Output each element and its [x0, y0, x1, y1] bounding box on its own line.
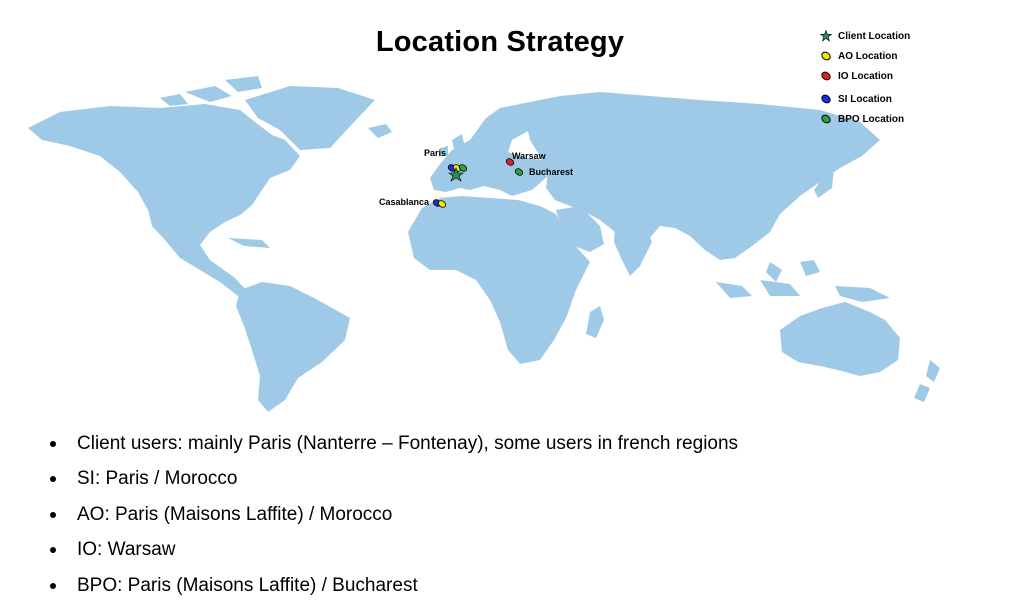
pin-icon [818, 69, 834, 83]
bullet-icon [50, 511, 56, 518]
bullet-text: SI: Paris / Morocco [77, 468, 238, 490]
legend-item-client: Client Location [818, 26, 910, 46]
bullet-text: BPO: Paris (Maisons Laffite) / Bucharest [77, 574, 418, 596]
city-label-paris: Paris [424, 148, 447, 158]
india [614, 226, 652, 276]
greenland [245, 86, 375, 150]
uk-ireland [440, 134, 466, 158]
warsaw-markers [505, 158, 515, 166]
list-item: AO: Paris (Maisons Laffite) / Morocco [50, 497, 738, 533]
iceland [368, 124, 392, 138]
legend-item-io: IO Location [818, 66, 910, 86]
star-icon [818, 30, 834, 42]
bucharest-markers [514, 168, 524, 176]
casablanca-markers [432, 199, 447, 208]
new-zealand [914, 360, 940, 402]
list-item: IO: Warsaw [50, 533, 738, 569]
pin-icon [818, 112, 834, 126]
bullet-text: Client users: mainly Paris (Nanterre – F… [77, 432, 739, 454]
legend-label: SI Location [838, 93, 892, 105]
legend-label: BPO Location [838, 113, 905, 125]
arctic-islands [160, 76, 262, 106]
bullet-icon [50, 582, 56, 589]
bullet-text: AO: Paris (Maisons Laffite) / Morocco [77, 503, 393, 525]
bullet-icon [50, 476, 56, 483]
list-item: SI: Paris / Morocco [50, 462, 738, 498]
client-star-icon [448, 167, 464, 182]
list-item: BPO: Paris (Maisons Laffite) / Bucharest [50, 568, 738, 604]
city-label-casablanca: Casablanca [379, 197, 430, 207]
page-title: Location Strategy [375, 26, 625, 58]
legend-item-bpo: BPO Location [818, 109, 910, 129]
world-map [28, 76, 940, 412]
south-america [236, 282, 350, 412]
africa [408, 196, 590, 364]
legend-label: IO Location [838, 70, 893, 82]
bullet-text: IO: Warsaw [77, 539, 176, 561]
list-item: Client users: mainly Paris (Nanterre – F… [50, 426, 738, 462]
pin-icon [818, 92, 834, 106]
caribbean [228, 238, 270, 248]
arabia [556, 206, 604, 252]
city-label-warsaw: Warsaw [512, 151, 546, 161]
madagascar [586, 306, 604, 338]
paris-markers [447, 164, 468, 182]
pin-icon [818, 49, 834, 63]
north-america [28, 104, 300, 296]
city-label-bucharest: Bucharest [529, 167, 574, 177]
bullet-icon [50, 547, 56, 554]
legend-item-si: SI Location [818, 89, 910, 109]
se-asia-islands [716, 260, 820, 298]
legend-item-ao: AO Location [818, 46, 910, 66]
bullet-icon [50, 440, 56, 447]
legend-label: Client Location [838, 30, 911, 42]
map-legend: Client Location AO Location IO Location … [818, 26, 910, 129]
papua [835, 286, 890, 302]
japan [814, 160, 834, 198]
australia [780, 302, 900, 376]
legend-label: AO Location [838, 50, 898, 62]
bullet-list: Client users: mainly Paris (Nanterre – F… [50, 426, 738, 604]
asia [520, 92, 880, 260]
